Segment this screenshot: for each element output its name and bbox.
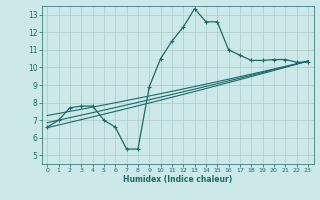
X-axis label: Humidex (Indice chaleur): Humidex (Indice chaleur): [123, 175, 232, 184]
